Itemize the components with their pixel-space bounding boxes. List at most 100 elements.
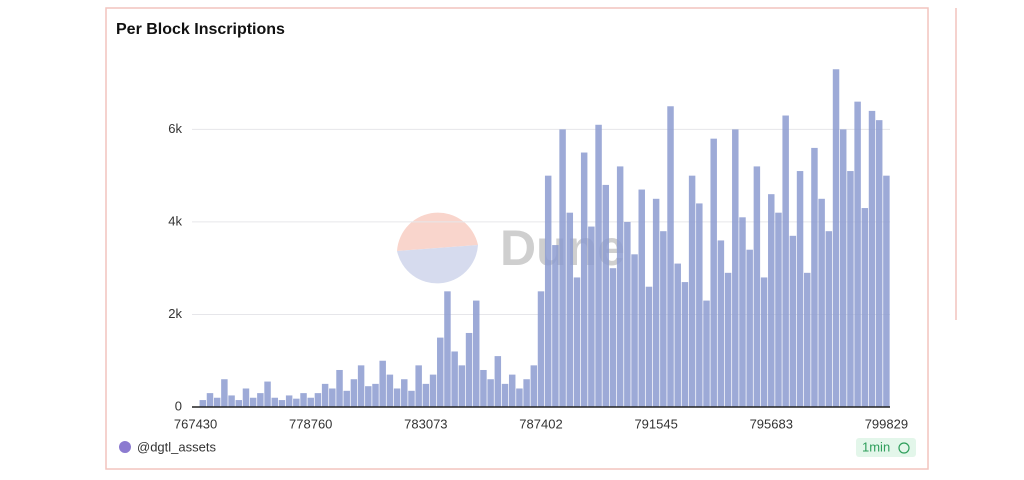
author[interactable]: @dgtl_assets [137,439,216,454]
bar [602,184,610,407]
bar [494,356,502,407]
bar [285,395,293,407]
bar [703,300,710,407]
x-tick-label: 795683 [750,416,793,431]
bar [307,397,314,407]
bar [321,383,329,407]
bar [350,379,358,407]
plot: 0 2k 4k 6k 767430 778760 783073 787402 791545 795… [168,69,908,431]
bar [199,400,207,407]
bar [573,277,581,407]
bar [523,379,530,407]
bar [508,374,516,407]
bar [580,152,588,407]
x-tick-label: 791545 [634,416,677,431]
bar [422,383,430,407]
bar [768,194,775,407]
bar [588,226,595,407]
bar [336,369,343,407]
bar [228,395,235,407]
bar [393,388,401,407]
bar [638,189,645,407]
bar [760,277,768,407]
bar [710,138,717,408]
bar [775,212,782,407]
bar [804,272,811,407]
bar [357,365,365,407]
bar [314,393,322,407]
bar [631,254,638,407]
bar [624,221,631,407]
bar [732,129,739,407]
bar [616,166,624,407]
bar [206,393,214,407]
x-tick-label: 783073 [404,416,447,431]
bar [530,365,538,407]
bar [271,397,278,407]
bar [811,147,818,407]
bar [717,240,725,407]
bar [832,69,840,408]
bar [264,381,271,407]
y-tick-label: 4k [168,213,182,228]
bar [329,388,336,407]
bar [221,379,228,407]
bar [501,383,509,407]
bar [667,106,674,408]
bar [861,208,869,407]
bar [796,171,804,407]
bar [552,245,559,407]
bar [825,231,833,407]
bar [537,291,545,407]
bar [487,379,494,407]
bar [249,397,257,407]
bar [278,400,286,407]
x-tick-label: 778760 [289,416,332,431]
bar [724,272,732,407]
bar [257,393,264,407]
bar [868,110,876,407]
refresh-label: 1min [862,439,890,454]
chart-title: Per Block Inscriptions [116,21,285,38]
bar [415,365,422,407]
bar [544,175,552,407]
bar [472,300,480,407]
bar [688,175,696,407]
bar [875,120,883,407]
bar [818,198,825,407]
bar [444,291,451,407]
bar [566,212,574,407]
bar [681,282,689,407]
y-tick-label: 0 [175,398,182,413]
x-tick-label: 787402 [519,416,562,431]
bar [235,400,243,407]
y-tick-label: 6k [168,121,182,136]
bar [300,393,307,407]
refresh-icon [898,442,910,454]
bar [645,286,653,407]
bar [451,351,458,407]
bar [660,231,667,407]
bar [401,379,408,407]
bar [458,365,466,407]
bar [379,360,386,407]
bar [696,203,703,407]
author-avatar [119,441,131,453]
bar [847,171,854,407]
bar [429,374,437,407]
y-tick-label: 2k [168,306,182,321]
bar [559,129,566,407]
bar [753,166,761,407]
bar [595,124,602,408]
bar [674,263,681,407]
watermark-logo-bottom [397,245,478,284]
bar [883,175,890,407]
bar [386,374,394,407]
bar [789,235,797,407]
bar [516,388,523,407]
bar [839,129,847,407]
bar [739,217,746,407]
x-tick-label: 799829 [865,416,908,431]
bar [609,268,617,407]
